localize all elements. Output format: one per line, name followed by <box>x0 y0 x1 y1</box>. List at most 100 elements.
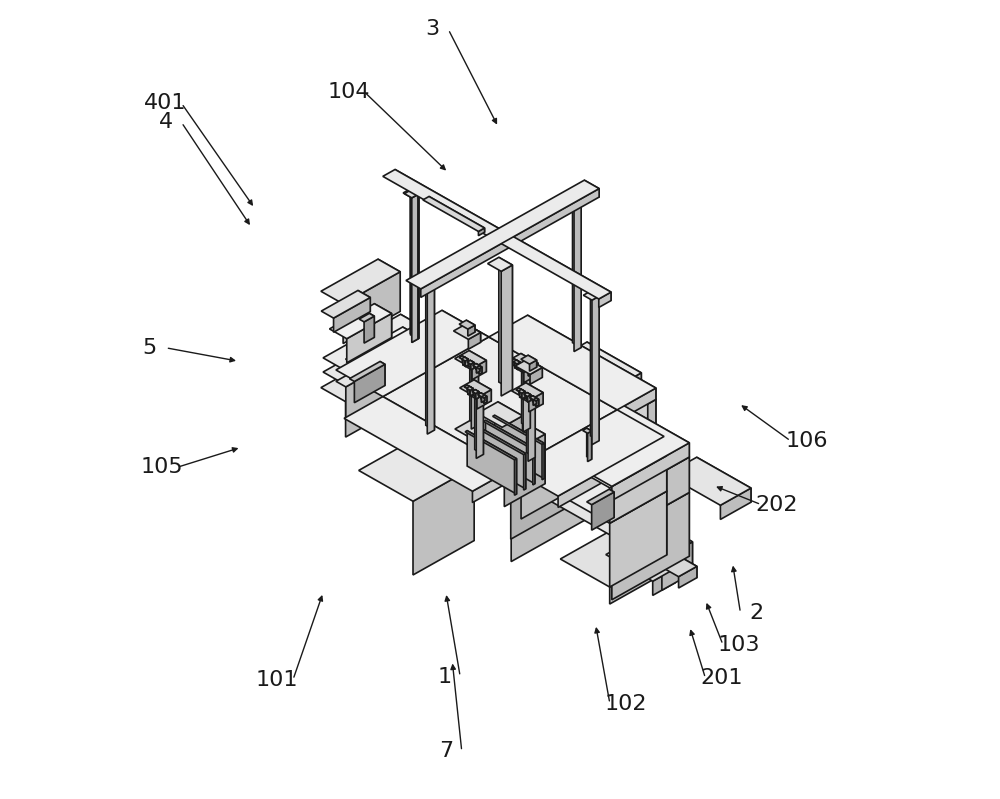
Polygon shape <box>472 470 511 503</box>
Polygon shape <box>484 396 487 403</box>
Polygon shape <box>583 428 592 433</box>
Polygon shape <box>519 327 656 404</box>
Polygon shape <box>542 446 661 513</box>
Polygon shape <box>612 457 689 536</box>
Text: 7: 7 <box>439 741 453 761</box>
Polygon shape <box>323 328 475 414</box>
Polygon shape <box>467 385 471 393</box>
Polygon shape <box>560 527 667 587</box>
Polygon shape <box>587 428 592 459</box>
Polygon shape <box>617 463 667 555</box>
Polygon shape <box>514 364 530 372</box>
Polygon shape <box>465 357 468 365</box>
Polygon shape <box>524 454 526 490</box>
Polygon shape <box>477 366 480 373</box>
Polygon shape <box>461 357 468 361</box>
Text: 101: 101 <box>256 670 298 690</box>
Polygon shape <box>375 381 406 415</box>
Polygon shape <box>413 372 458 471</box>
Polygon shape <box>666 457 751 505</box>
Polygon shape <box>473 364 480 368</box>
Polygon shape <box>593 410 676 457</box>
Polygon shape <box>461 357 468 361</box>
Polygon shape <box>525 367 531 371</box>
Polygon shape <box>530 396 536 400</box>
Polygon shape <box>429 197 485 233</box>
Polygon shape <box>521 389 525 397</box>
Polygon shape <box>479 367 482 375</box>
Polygon shape <box>592 296 599 445</box>
Polygon shape <box>520 390 523 398</box>
Text: 1: 1 <box>437 666 451 686</box>
Polygon shape <box>467 360 474 364</box>
Polygon shape <box>516 360 520 368</box>
Polygon shape <box>478 393 485 397</box>
Polygon shape <box>489 358 613 482</box>
Polygon shape <box>574 203 581 352</box>
Polygon shape <box>321 291 370 318</box>
Polygon shape <box>610 455 667 523</box>
Polygon shape <box>533 396 536 403</box>
Polygon shape <box>354 364 385 403</box>
Polygon shape <box>538 415 689 500</box>
Polygon shape <box>397 356 475 414</box>
Polygon shape <box>336 310 489 396</box>
Polygon shape <box>515 361 518 368</box>
Polygon shape <box>470 388 473 396</box>
Polygon shape <box>378 259 400 312</box>
Polygon shape <box>423 197 485 232</box>
Polygon shape <box>518 389 525 393</box>
Polygon shape <box>528 367 531 374</box>
Polygon shape <box>477 390 491 409</box>
Polygon shape <box>528 368 531 376</box>
Polygon shape <box>519 364 526 368</box>
Polygon shape <box>516 360 520 368</box>
Polygon shape <box>465 357 468 365</box>
Polygon shape <box>535 397 539 405</box>
Polygon shape <box>442 310 489 348</box>
Polygon shape <box>476 364 480 372</box>
Polygon shape <box>502 415 523 444</box>
Polygon shape <box>521 353 538 375</box>
Polygon shape <box>616 487 661 586</box>
Polygon shape <box>515 359 542 375</box>
Polygon shape <box>530 368 542 384</box>
Polygon shape <box>468 325 475 336</box>
Polygon shape <box>584 180 599 197</box>
Polygon shape <box>583 291 599 300</box>
Polygon shape <box>519 393 535 402</box>
Polygon shape <box>463 358 466 365</box>
Polygon shape <box>542 443 544 479</box>
Polygon shape <box>420 436 474 541</box>
Polygon shape <box>592 492 614 531</box>
Polygon shape <box>588 431 592 462</box>
Polygon shape <box>489 348 617 454</box>
Polygon shape <box>427 285 434 434</box>
Polygon shape <box>387 358 613 485</box>
Polygon shape <box>560 427 667 488</box>
Polygon shape <box>531 370 534 377</box>
Polygon shape <box>523 365 526 373</box>
Polygon shape <box>412 194 419 343</box>
Polygon shape <box>475 390 479 397</box>
Polygon shape <box>617 527 667 572</box>
Polygon shape <box>513 360 520 364</box>
Polygon shape <box>679 566 697 588</box>
Polygon shape <box>524 364 538 383</box>
Polygon shape <box>364 316 374 343</box>
Polygon shape <box>522 364 526 371</box>
Polygon shape <box>527 392 531 400</box>
Polygon shape <box>530 368 534 376</box>
Polygon shape <box>401 328 475 389</box>
Polygon shape <box>524 392 531 396</box>
Polygon shape <box>528 315 656 400</box>
Polygon shape <box>464 385 471 389</box>
Polygon shape <box>455 351 486 368</box>
Polygon shape <box>404 190 418 198</box>
Polygon shape <box>617 388 656 421</box>
Polygon shape <box>369 313 374 337</box>
Polygon shape <box>511 428 613 539</box>
Polygon shape <box>511 421 627 487</box>
Polygon shape <box>412 194 418 343</box>
Polygon shape <box>530 360 537 372</box>
